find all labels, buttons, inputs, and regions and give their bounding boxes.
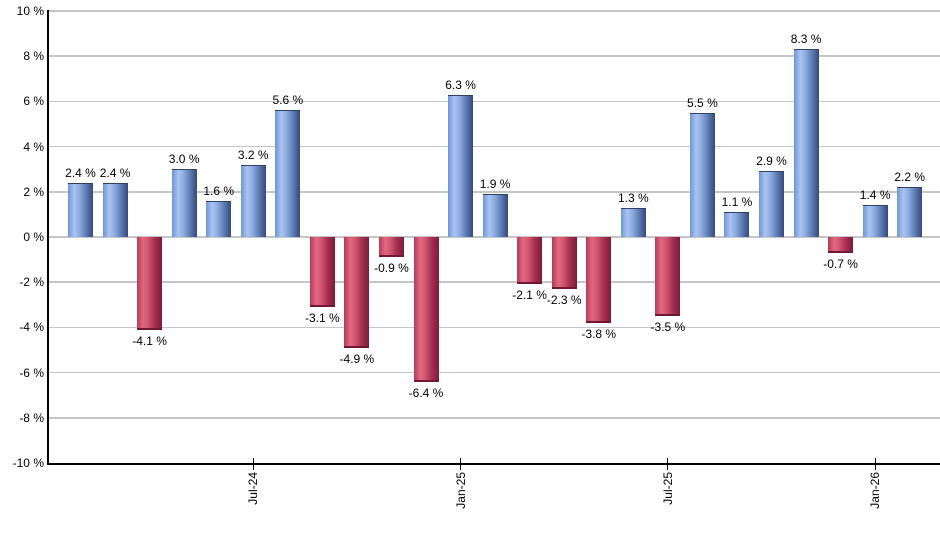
bar-24 [862,205,888,237]
bar-value-label: 2.2 % [894,170,926,185]
y-axis-line [47,10,49,465]
bar-5 [206,200,232,237]
bar-value-label: 5.5 % [687,95,718,110]
x-axis-tick-label: Jan-25 [453,472,468,509]
bar-value-label: -0.9 % [374,261,409,276]
x-axis-tick-label: Jan-26 [868,472,883,509]
bar-2 [102,182,128,237]
bar-19 [689,112,715,237]
bar-value-label: -2.3 % [546,292,582,307]
bar-value-label: -3.8 % [581,326,617,341]
y-axis-tick-label: 2 % [23,184,44,199]
y-axis-tick-label: -10 % [12,456,44,470]
bar-value-label: -0.7 % [823,256,858,271]
bar-value-label: 2.4 % [65,165,96,180]
bar-9 [344,237,370,348]
bar-value-label: 3.2 % [237,147,269,162]
gridline [48,371,940,374]
gridline [48,236,940,238]
y-axis-tick-label: -4 % [19,320,44,335]
gridline [48,100,940,103]
bar-value-label: -2.1 % [512,288,547,303]
x-axis-tick [460,458,462,470]
bar-8 [309,237,335,308]
bar-13 [482,194,508,237]
y-axis-tick-label: 0 % [23,230,44,244]
bar-16 [586,237,612,323]
bar-20 [724,212,750,237]
gridline [48,10,940,12]
bar-value-label: 2.9 % [756,154,787,169]
bar-17 [620,207,646,237]
bar-25 [897,187,923,237]
bar-value-label: 8.3 % [790,32,822,47]
gridline [48,55,940,57]
bar-value-label: 1.3 % [617,190,649,205]
bar-value-label: 1.6 % [203,183,235,198]
bar-value-label: 5.6 % [272,93,304,108]
bar-value-label: -4.1 % [132,333,167,348]
x-axis-line [47,462,940,465]
bar-18 [655,237,681,317]
bar-value-label: 1.1 % [721,195,753,210]
bar-value-label: -3.1 % [305,311,340,326]
bar-value-label: 1.4 % [859,188,891,203]
y-axis-tick-label: -2 % [19,275,44,290]
x-axis-tick-label: Jul-25 [660,472,675,505]
bar-value-label: 3.0 % [168,152,200,167]
bar-6 [240,164,266,237]
bar-14 [517,237,543,285]
gridline [48,145,940,148]
bar-11 [413,237,439,382]
bar-value-label: -3.5 % [650,320,686,335]
x-axis-tick [874,458,876,470]
bar-1 [68,182,93,237]
bar-22 [793,49,819,237]
y-axis-tick-label: -6 % [19,365,44,380]
bar-3 [137,237,163,330]
bar-value-label: -6.4 % [408,385,444,400]
y-axis-tick-label: 10 % [16,4,44,18]
bar-23 [828,237,854,253]
bar-7 [275,110,301,237]
x-axis-tick-label: Jul-24 [246,472,261,505]
bar-21 [759,171,784,237]
bar-15 [551,237,577,289]
y-axis-tick-label: 4 % [23,139,44,154]
gridline [48,281,940,283]
y-axis-tick-label: -8 % [19,410,44,425]
bar-4 [171,169,197,237]
y-axis-tick-label: 8 % [23,49,44,64]
bar-value-label: -4.9 % [339,351,375,366]
bar-10 [378,237,404,258]
x-axis-tick [252,458,254,470]
bar-value-label: 6.3 % [445,77,476,92]
gridline [48,417,940,419]
x-axis-tick [667,458,669,470]
y-axis-tick-label: 6 % [23,94,44,109]
gridline [48,191,940,193]
bar-value-label: 2.4 % [99,165,131,180]
bar-value-label: 1.9 % [479,177,511,192]
gridline [48,326,940,329]
bar-12 [448,94,474,237]
